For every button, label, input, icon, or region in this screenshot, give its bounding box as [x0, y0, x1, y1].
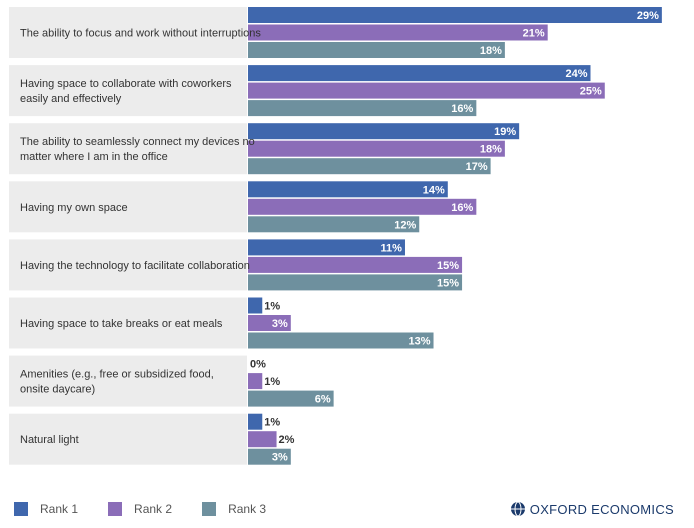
- data-label: 21%: [523, 28, 545, 40]
- category-panel: [9, 7, 247, 58]
- bar-rank-3: [248, 100, 477, 117]
- category-label: Having space to take breaks or eat meals: [20, 318, 223, 330]
- data-label: 11%: [381, 242, 403, 254]
- legend-swatch-rank-1: [14, 502, 28, 516]
- bar-rank-1: [248, 297, 263, 314]
- data-label: 1%: [264, 417, 280, 429]
- bar-rank-2: [248, 315, 291, 331]
- bar-rank-2: [248, 431, 277, 448]
- legend-label-rank-2: Rank 2: [134, 502, 173, 516]
- bar-rank-2: [248, 82, 605, 99]
- category-panel: [9, 355, 247, 407]
- legend-item-rank-2: Rank 2: [108, 502, 172, 516]
- bar-rank-2: [248, 140, 505, 157]
- bar-chart: 29% 21% 18% 24% 25% 16% 19% 18% 17% 14% 16% 12% 11% 1…: [9, 7, 662, 465]
- category-label: Having my own space: [20, 202, 128, 214]
- data-label: 12%: [394, 219, 416, 231]
- bar-rank-1: [248, 239, 405, 256]
- category-label: onsite daycare): [20, 384, 95, 396]
- data-label: 16%: [451, 202, 473, 214]
- data-label: 13%: [408, 336, 430, 348]
- legend-label-rank-3: Rank 3: [228, 502, 267, 516]
- bar-rank-3: [248, 158, 491, 175]
- bar-rank-2: [248, 256, 463, 273]
- bar-rank-1: [248, 413, 263, 430]
- category-label: Having space to collaborate with coworke…: [20, 78, 232, 90]
- data-label: 15%: [437, 260, 459, 272]
- data-label: 29%: [637, 10, 659, 22]
- data-label: 1%: [264, 301, 280, 313]
- bar-rank-3: [248, 448, 291, 465]
- legend-swatch-rank-3: [202, 502, 217, 516]
- brand-name: OXFORD ECONOMICS: [529, 501, 674, 517]
- category-panel: [9, 297, 247, 349]
- value-labels: 29% 21% 18% 24% 25% 16% 19% 18% 17% 14% 16% 12% 11% 1…: [250, 10, 659, 464]
- legend-item-rank-1: Rank 1: [14, 502, 78, 516]
- data-label: 0%: [250, 359, 266, 371]
- legend-label-rank-1: Rank 1: [40, 502, 79, 516]
- data-label: 18%: [480, 144, 502, 156]
- bar-rank-2: [248, 24, 548, 41]
- category-panel: [9, 123, 247, 175]
- bar-rank-3: [248, 42, 505, 58]
- globe-icon: [510, 501, 525, 517]
- bar-rank-1: [248, 65, 591, 82]
- data-label: 6%: [315, 394, 331, 406]
- data-label: 17%: [466, 161, 488, 173]
- data-label: 15%: [437, 277, 459, 289]
- bar-rank-3: [248, 332, 434, 349]
- bar-rank-3: [248, 274, 463, 291]
- category-backgrounds: [9, 7, 247, 465]
- data-label: 3%: [272, 318, 288, 330]
- category-label: easily and effectively: [20, 93, 122, 105]
- data-label: 18%: [480, 45, 502, 57]
- bar-rank-3: [248, 216, 420, 233]
- category-panel: [9, 181, 247, 233]
- data-label: 3%: [272, 452, 288, 464]
- data-label: 24%: [565, 68, 587, 80]
- data-label: 14%: [423, 184, 445, 196]
- category-panel: [9, 413, 247, 465]
- bar-rank-3: [248, 390, 334, 407]
- legend-item-rank-3: Rank 3: [202, 502, 266, 516]
- bar-rank-1: [248, 181, 448, 198]
- data-label: 25%: [580, 86, 602, 98]
- data-label: 1%: [264, 376, 280, 388]
- category-labels: The ability to focus and work without in…: [20, 28, 261, 447]
- bar-rank-2: [248, 373, 263, 390]
- category-label: The ability to focus and work without in…: [20, 28, 261, 40]
- bars: [248, 7, 662, 465]
- data-label: 19%: [494, 126, 516, 138]
- bar-rank-1: [248, 7, 662, 23]
- category-label: Having the technology to facilitate coll…: [20, 260, 250, 272]
- bar-rank-2: [248, 198, 477, 215]
- legend: Rank 1 Rank 2 Rank 3: [14, 500, 296, 518]
- bar-rank-1: [248, 123, 520, 140]
- brand-logo: OXFORD ECONOMICS: [510, 501, 674, 517]
- category-label: Natural light: [20, 434, 79, 446]
- category-label: The ability to seamlessly connect my dev…: [20, 136, 255, 148]
- category-panel: [9, 65, 247, 117]
- legend-swatch-rank-2: [108, 502, 123, 516]
- category-label: matter where I am in the office: [20, 151, 168, 163]
- data-label: 16%: [451, 103, 473, 115]
- data-label: 2%: [279, 434, 295, 446]
- category-panel: [9, 239, 247, 291]
- category-label: Amenities (e.g., free or subsidized food…: [20, 369, 214, 381]
